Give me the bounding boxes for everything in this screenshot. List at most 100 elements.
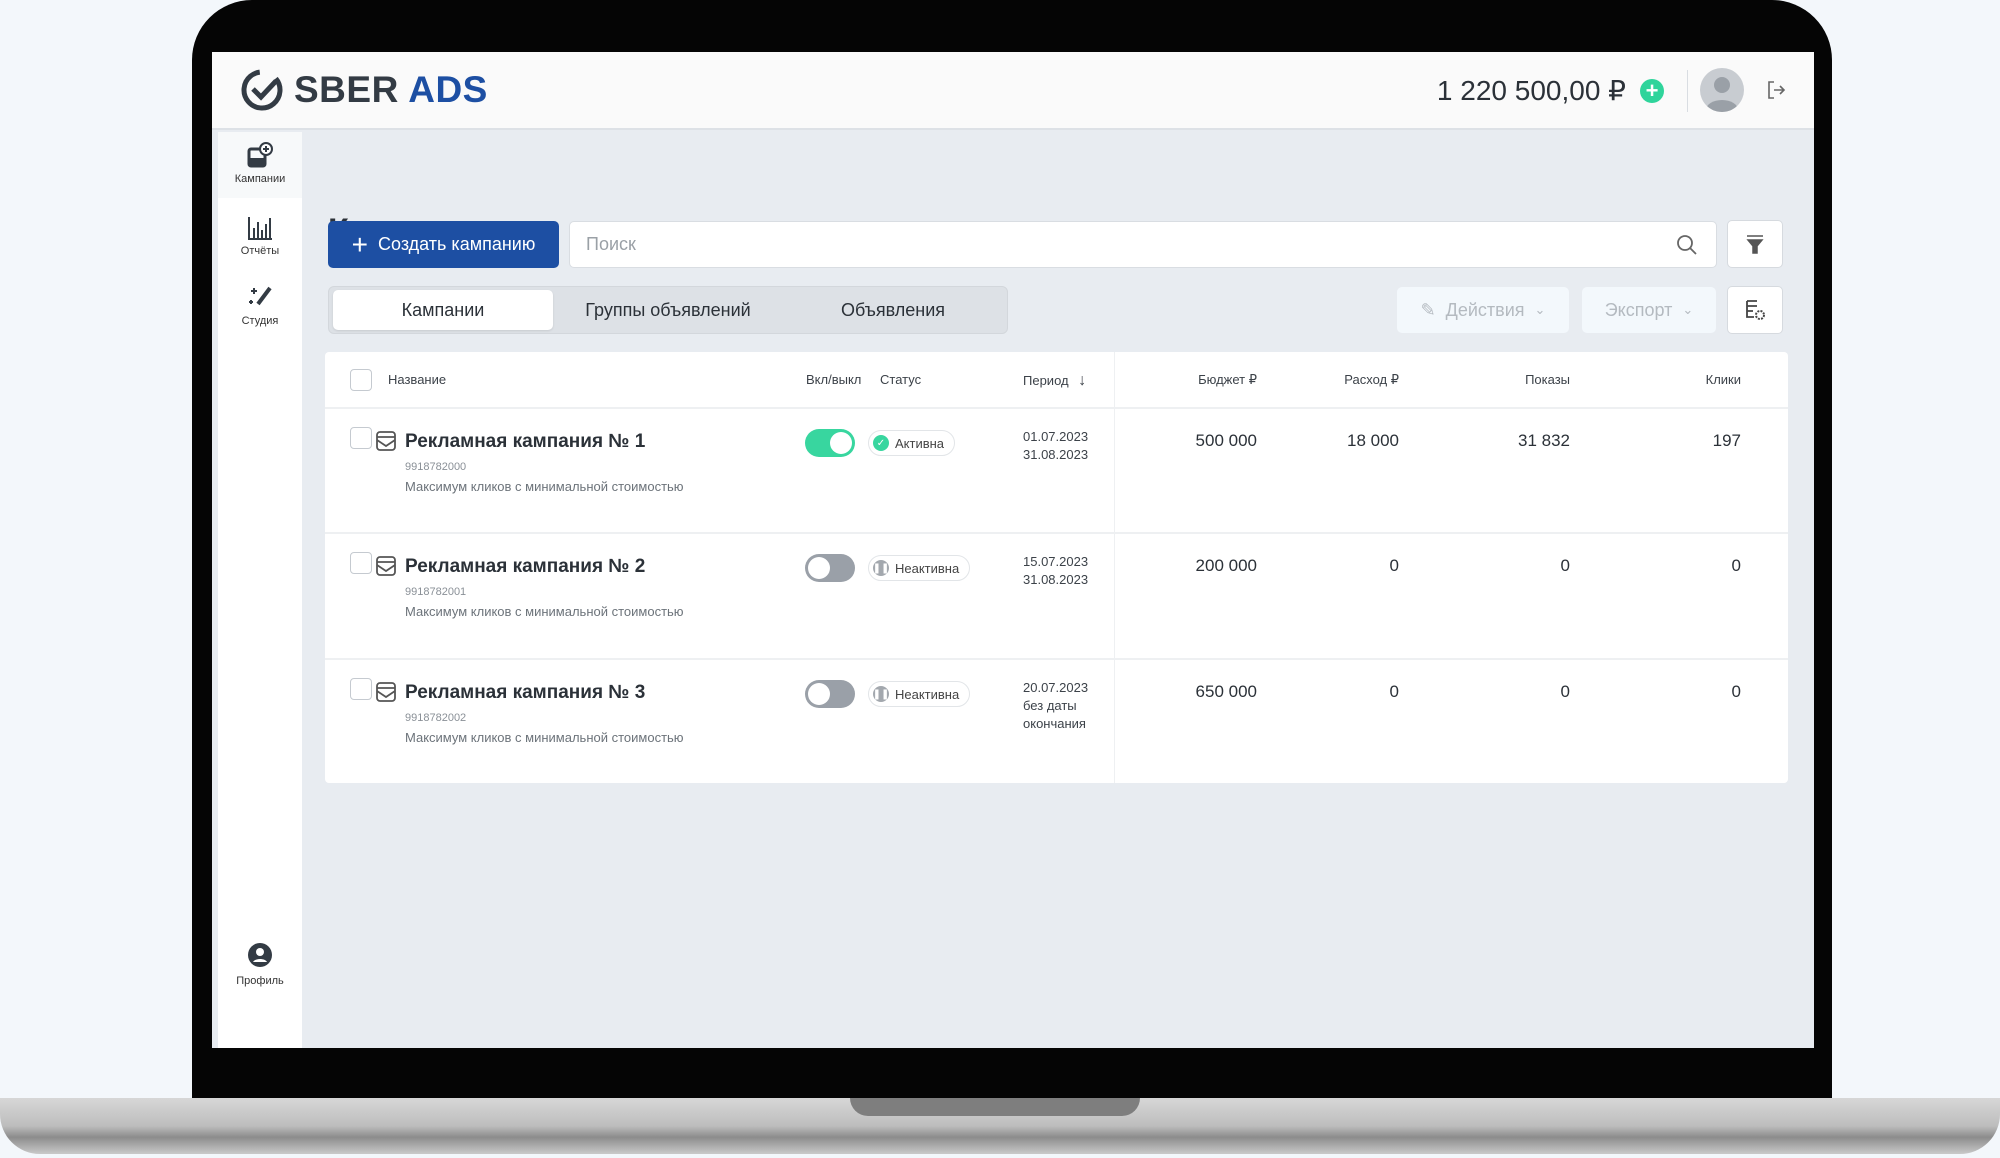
impressions-value: 0 <box>1560 556 1570 575</box>
create-campaign-button[interactable]: + Создать кампанию <box>328 221 559 268</box>
sidebar-item-label: Кампании <box>234 173 286 185</box>
col-impressions[interactable]: Показы <box>1525 372 1570 387</box>
bar-chart-icon <box>248 217 272 240</box>
pause-icon: ❚❚ <box>873 560 889 576</box>
add-funds-icon[interactable]: + <box>1640 78 1664 103</box>
sidebar-item-label: Студия <box>241 315 279 327</box>
magic-wand-icon <box>249 286 272 306</box>
campaign-toggle[interactable] <box>805 429 855 457</box>
filter-icon <box>1746 235 1764 254</box>
top-bar: SBER ADS 1 220 500,00 ₽ + <box>212 52 1814 130</box>
app-screen: SBER ADS 1 220 500,00 ₽ + Кампании Отчёт… <box>212 52 1814 1048</box>
sidebar-item-label: Отчёты <box>240 245 280 257</box>
campaign-period: 01.07.2023 31.08.2023 <box>1023 428 1103 464</box>
campaign-icon <box>376 556 396 576</box>
period-end: без даты окончания <box>1023 698 1086 731</box>
logo-sber: SBER <box>294 69 399 110</box>
sidebar-item-reports[interactable]: Отчёты <box>218 214 302 257</box>
table-row[interactable]: Рекламная кампания № 2 9918782001 Максим… <box>325 532 1788 657</box>
column-settings-button[interactable] <box>1727 286 1783 334</box>
export-label: Экспорт <box>1604 299 1673 320</box>
sidebar-item-label: Профиль <box>236 975 284 987</box>
campaign-strategy: Максимум кликов с минимальной стоимостью <box>405 479 684 494</box>
actions-dropdown[interactable]: ✎ Действия ⌄ <box>1397 287 1569 333</box>
campaign-name[interactable]: Рекламная кампания № 2 <box>405 556 646 577</box>
campaign-strategy: Максимум кликов с минимальной стоимостью <box>405 604 684 619</box>
logout-icon[interactable] <box>1764 78 1788 102</box>
impressions-value: 0 <box>1560 682 1570 701</box>
logo-ads: ADS <box>408 69 488 110</box>
period-end: 31.08.2023 <box>1023 572 1089 587</box>
chevron-down-icon: ⌄ <box>1682 302 1694 317</box>
pencil-icon: ✎ <box>1420 299 1436 320</box>
table-row[interactable]: Рекламная кампания № 1 9918782000 Максим… <box>325 407 1788 532</box>
avatar[interactable] <box>1700 68 1744 112</box>
sidebar: Кампании Отчёты Студия Профиль <box>218 132 302 1048</box>
col-name[interactable]: Название <box>388 372 447 387</box>
campaign-name[interactable]: Рекламная кампания № 3 <box>405 682 646 703</box>
column-divider <box>1114 352 1115 783</box>
campaign-icon <box>376 682 396 702</box>
col-spend[interactable]: Расход ₽ <box>1344 372 1399 387</box>
row-checkbox[interactable] <box>350 678 372 700</box>
period-start: 01.07.2023 <box>1023 429 1089 444</box>
status-label: Активна <box>895 435 945 451</box>
tab-campaigns[interactable]: Кампании <box>333 290 553 330</box>
campaign-toggle[interactable] <box>805 680 855 708</box>
period-start: 15.07.2023 <box>1023 554 1089 569</box>
filter-button[interactable] <box>1727 220 1783 268</box>
export-dropdown[interactable]: Экспорт ⌄ <box>1582 287 1716 333</box>
campaign-toggle[interactable] <box>805 554 855 582</box>
search-icon[interactable] <box>1676 234 1698 256</box>
campaign-period: 15.07.2023 31.08.2023 <box>1023 553 1103 589</box>
col-status[interactable]: Статус <box>880 372 922 387</box>
campaign-id: 9918782002 <box>405 712 467 724</box>
campaign-name[interactable]: Рекламная кампания № 1 <box>405 431 646 452</box>
budget-value: 650 000 <box>1195 682 1257 701</box>
impressions-value: 31 832 <box>1518 431 1570 450</box>
sidebar-item-studio[interactable]: Студия <box>218 284 302 327</box>
campaign-icon <box>376 431 396 451</box>
logo[interactable]: SBER ADS <box>240 68 488 112</box>
check-circle-icon: ✓ <box>873 435 889 451</box>
divider <box>1687 70 1688 112</box>
campaign-id: 9918782001 <box>405 586 467 598</box>
campaign-strategy: Максимум кликов с минимальной стоимостью <box>405 730 684 745</box>
select-all-checkbox[interactable] <box>350 369 372 391</box>
pause-icon: ❚❚ <box>873 686 889 702</box>
tab-ads[interactable]: Объявления <box>840 299 946 320</box>
clicks-value: 0 <box>1731 556 1741 575</box>
table-row[interactable]: Рекламная кампания № 3 9918782002 Максим… <box>325 658 1788 783</box>
search-input[interactable]: Поиск <box>569 221 1717 268</box>
col-toggle: Вкл/выкл <box>806 372 862 387</box>
col-budget[interactable]: Бюджет ₽ <box>1198 372 1257 387</box>
actions-label: Действия <box>1445 299 1525 320</box>
budget-value: 500 000 <box>1195 431 1257 450</box>
clicks-value: 197 <box>1712 431 1741 450</box>
status-badge: ✓ Активна <box>868 430 956 456</box>
search-placeholder: Поиск <box>586 234 636 254</box>
balance: 1 220 500,00 ₽ + <box>1437 74 1664 107</box>
clicks-value: 0 <box>1731 682 1741 701</box>
tab-ad-groups[interactable]: Группы объявлений <box>585 299 751 320</box>
col-period[interactable]: Период ↓ <box>1023 372 1086 390</box>
row-checkbox[interactable] <box>350 552 372 574</box>
campaign-id: 9918782000 <box>405 461 467 473</box>
sidebar-item-campaigns[interactable]: Кампании <box>218 132 302 198</box>
col-period-label: Период <box>1023 373 1069 388</box>
spend-value: 0 <box>1389 556 1399 575</box>
sber-logo-icon <box>241 69 283 111</box>
balance-amount: 1 220 500,00 ₽ <box>1436 75 1626 106</box>
view-tabs: Кампании Группы объявлений Объявления <box>328 286 1008 334</box>
row-checkbox[interactable] <box>350 427 372 449</box>
status-badge: ❚❚ Неактивна <box>868 555 971 581</box>
col-clicks[interactable]: Клики <box>1705 372 1741 387</box>
create-campaign-label: Создать кампанию <box>378 234 536 254</box>
status-badge: ❚❚ Неактивна <box>868 681 971 707</box>
campaign-period: 20.07.2023 без даты окончания <box>1023 679 1103 733</box>
spend-value: 0 <box>1389 682 1399 701</box>
spend-value: 18 000 <box>1347 431 1399 450</box>
chevron-down-icon: ⌄ <box>1534 302 1546 317</box>
sidebar-item-profile[interactable]: Профиль <box>218 942 302 987</box>
status-label: Неактивна <box>895 686 960 702</box>
